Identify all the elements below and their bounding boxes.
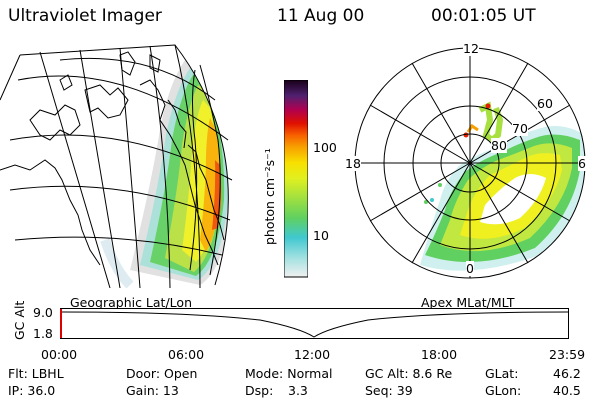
colorbar [284,80,308,278]
glat-value: 46.2 [553,366,581,381]
mode-info: Mode: Normal [245,366,333,381]
glon-value: 40.5 [553,383,581,398]
time-tick-1800: 18:00 [421,347,458,362]
door-info: Door: Open [126,366,198,381]
altitude-tick-high: 9.0 [33,305,53,320]
colorbar-tick-10: 10 [313,228,329,243]
polar-plot [354,47,586,279]
colorbar-label: photon cm⁻²s⁻¹ [262,148,277,245]
colorbar-tick-100: 100 [313,140,337,155]
dsp-value: 3.3 [288,383,308,398]
apex-panel-label: Apex MLat/MLT [421,295,515,310]
mlt-label-12: 12 [463,41,479,56]
geographic-map [0,44,233,288]
mlt-label-0: 0 [466,261,474,276]
filter-info: Flt: LBHL [8,366,64,381]
instrument-title: Ultraviolet Imager [8,6,162,26]
altitude-axis-label: GC Alt [12,300,27,340]
ip-info: IP: 36.0 [8,383,56,398]
altitude-tick-low: 1.8 [33,326,53,341]
time-tick-2359: 23:59 [549,347,586,362]
mlt-label-18: 18 [345,156,361,171]
lat-label-60: 60 [537,96,553,111]
time-tick-0600: 06:00 [168,347,205,362]
gc-alt-info: GC Alt: 8.6 Re [365,366,453,381]
lat-label-80: 80 [491,138,507,153]
mlt-label-6: 6 [578,156,586,171]
lat-label-70: 70 [512,121,528,136]
time-tick-0000: 00:00 [41,347,78,362]
date-label: 11 Aug 00 [277,6,365,26]
dsp-label: Dsp: [245,383,274,398]
seq-info: Seq: 39 [365,383,413,398]
gain-info: Gain: 13 [126,383,179,398]
glon-label: GLon: [485,383,522,398]
map-panel-label: Geographic Lat/Lon [70,295,192,310]
time-label: 00:01:05 UT [431,6,536,26]
time-tick-1200: 12:00 [294,347,331,362]
glat-label: GLat: [485,366,519,381]
altitude-plot [60,308,569,339]
